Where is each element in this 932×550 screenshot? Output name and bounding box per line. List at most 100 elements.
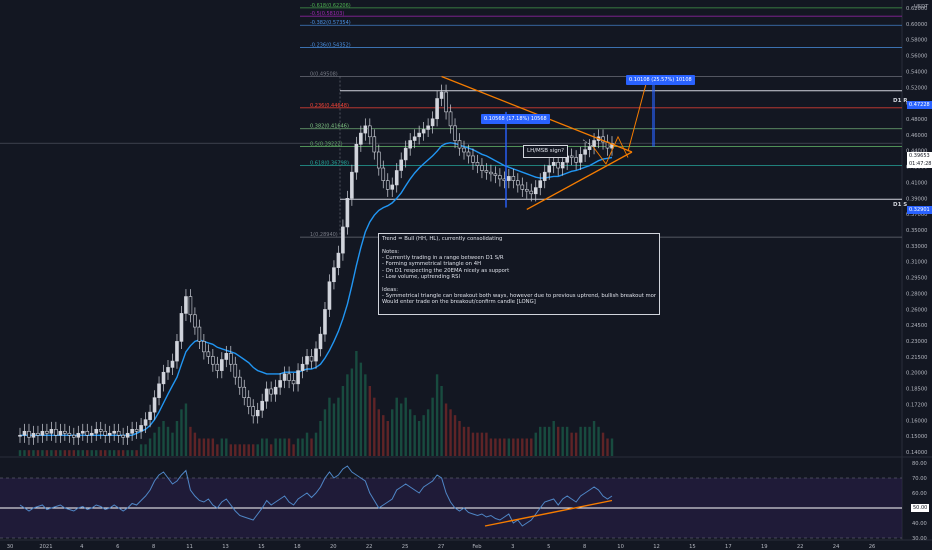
candle-body (583, 149, 587, 155)
trade-notes-box[interactable]: Trend = Bull (HH, HL), currently consoli… (378, 233, 660, 315)
candle-body (206, 351, 211, 357)
candle-body (480, 165, 484, 171)
volume-bar (63, 450, 67, 456)
volume-bar (211, 438, 215, 456)
volume-bar (126, 450, 129, 456)
candle-body (282, 373, 287, 381)
notes-line: - Currently trading in a range between D… (382, 255, 504, 262)
candle-body (516, 180, 520, 186)
candle-body (408, 140, 412, 149)
volume-bar (202, 438, 206, 456)
volume-bar (548, 426, 551, 456)
notes-line: - On D1 respecting the 20EMA nicely as s… (382, 267, 510, 274)
volume-bar (18, 450, 22, 456)
candle-body (251, 406, 256, 417)
time-axis-label: 15 (689, 544, 696, 550)
candle-body (94, 429, 99, 434)
volume-bar (368, 386, 372, 456)
volume-bar (112, 450, 116, 456)
time-axis-label: 27 (438, 544, 445, 550)
candle-body (161, 371, 166, 385)
volume-bar (50, 450, 53, 456)
candle-body (341, 226, 345, 254)
candle-body (489, 171, 493, 175)
volume-bar (516, 438, 520, 456)
candle-body (264, 388, 269, 402)
triangle-question-label[interactable]: LH/MSB sign? (523, 145, 569, 158)
volume-bar (328, 397, 331, 456)
fib-level-label: 0.618(0.36798) (310, 161, 349, 167)
candle-body (453, 125, 457, 141)
volume-bar (252, 444, 255, 456)
candle-body (300, 363, 305, 371)
candle-body (403, 147, 408, 161)
volume-bar (539, 426, 542, 456)
candle-body (85, 430, 90, 436)
candle-body (560, 162, 565, 169)
candle-body (538, 180, 543, 188)
candle-body (314, 348, 318, 362)
volume-bar (81, 450, 84, 456)
measure-left-bar (505, 111, 507, 208)
axes: 0.62000 0.60000 0.58000 0.56000 0.54000 0.520… (7, 4, 929, 550)
fib-level-label: -0.382(0.57354) (310, 20, 351, 26)
volume-bar (260, 438, 264, 456)
measure-left-label[interactable]: 0.10568 (17.18%) 10568 (481, 114, 550, 124)
candle-body (435, 98, 439, 120)
volume-bar (90, 450, 93, 456)
candle-body (475, 162, 480, 166)
fib-level-label: 0.5(0.39222) (310, 142, 343, 148)
candle-body (228, 353, 233, 365)
volume-bar (171, 432, 174, 456)
price-axis-label: 0.26000 (906, 307, 927, 313)
volume-bars (18, 351, 614, 456)
notes-header: Notes: (382, 248, 400, 255)
volume-bar (480, 432, 484, 456)
price-axis-label: 0.46000 (906, 133, 927, 139)
time-axis-label: 13 (222, 544, 229, 550)
volume-bar (346, 374, 349, 456)
candle-body (569, 155, 574, 158)
time-axis-label: 18 (294, 544, 301, 550)
candle-body (529, 190, 534, 195)
time-axis-label: 15 (258, 544, 265, 550)
time-axis-label: 12 (653, 544, 660, 550)
candle-body (107, 432, 112, 436)
candle-body (381, 167, 386, 181)
volume-bar (121, 450, 125, 456)
candle-body (345, 198, 350, 228)
candle-body (152, 397, 157, 413)
volume-bar (435, 374, 439, 456)
notes-line: - Low volume, uptrending RSI (382, 274, 461, 281)
candle-body (134, 429, 139, 432)
candle-body (237, 376, 242, 388)
volume-bar (422, 415, 425, 456)
volume-bar (332, 403, 336, 456)
volume-bar (471, 432, 475, 456)
price-axis-label: 0.54000 (906, 69, 927, 75)
volume-bar (579, 426, 582, 456)
volume-bar (269, 444, 273, 456)
candle-body (574, 157, 578, 163)
volume-bar (243, 444, 246, 456)
volume-bar (157, 426, 161, 456)
volume-bar (530, 438, 533, 456)
ideas-line: - Symmetrical triangle can breakout both… (382, 293, 656, 300)
candle-body (556, 162, 560, 169)
measure-right-label[interactable]: 0.10108 (25.57%) 10108 (626, 75, 695, 85)
price-axis-label: 0.20000 (906, 371, 927, 377)
volume-bar (413, 415, 416, 456)
rsi-axis-label: 70.00 (912, 476, 927, 482)
price-axis-label: 0.28000 (906, 291, 927, 297)
candle-body (350, 171, 354, 199)
candle-body (242, 386, 247, 398)
candle-body (493, 173, 498, 176)
candle-body (412, 136, 417, 141)
rsi-pane (0, 465, 902, 539)
candle-body (363, 125, 368, 134)
time-axis-label: 20 (330, 544, 337, 550)
candle-body (269, 388, 273, 395)
volume-bar (220, 438, 224, 456)
